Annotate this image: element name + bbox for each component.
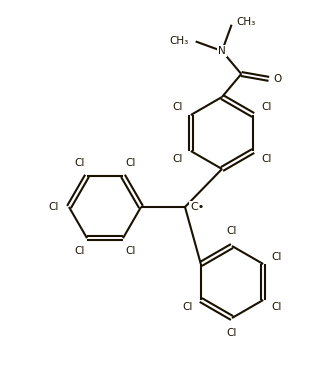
Text: N: N [218,46,226,56]
Text: Cl: Cl [173,103,183,113]
Text: Cl: Cl [125,158,136,168]
Text: Cl: Cl [183,303,193,312]
Text: Cl: Cl [271,303,281,312]
Text: Cl: Cl [125,246,136,256]
Text: Cl: Cl [271,252,281,262]
Text: CH₃: CH₃ [237,17,256,27]
Text: Cl: Cl [261,103,271,113]
Text: Cl: Cl [173,154,183,163]
Text: Cl: Cl [227,328,237,338]
Text: CH₃: CH₃ [170,36,189,46]
Text: Cl: Cl [74,246,85,256]
Text: Cl: Cl [227,226,237,236]
Text: C•: C• [190,202,204,212]
Text: Cl: Cl [74,158,85,168]
Text: Cl: Cl [49,202,59,212]
Text: Cl: Cl [261,154,271,163]
Text: O: O [274,74,282,84]
